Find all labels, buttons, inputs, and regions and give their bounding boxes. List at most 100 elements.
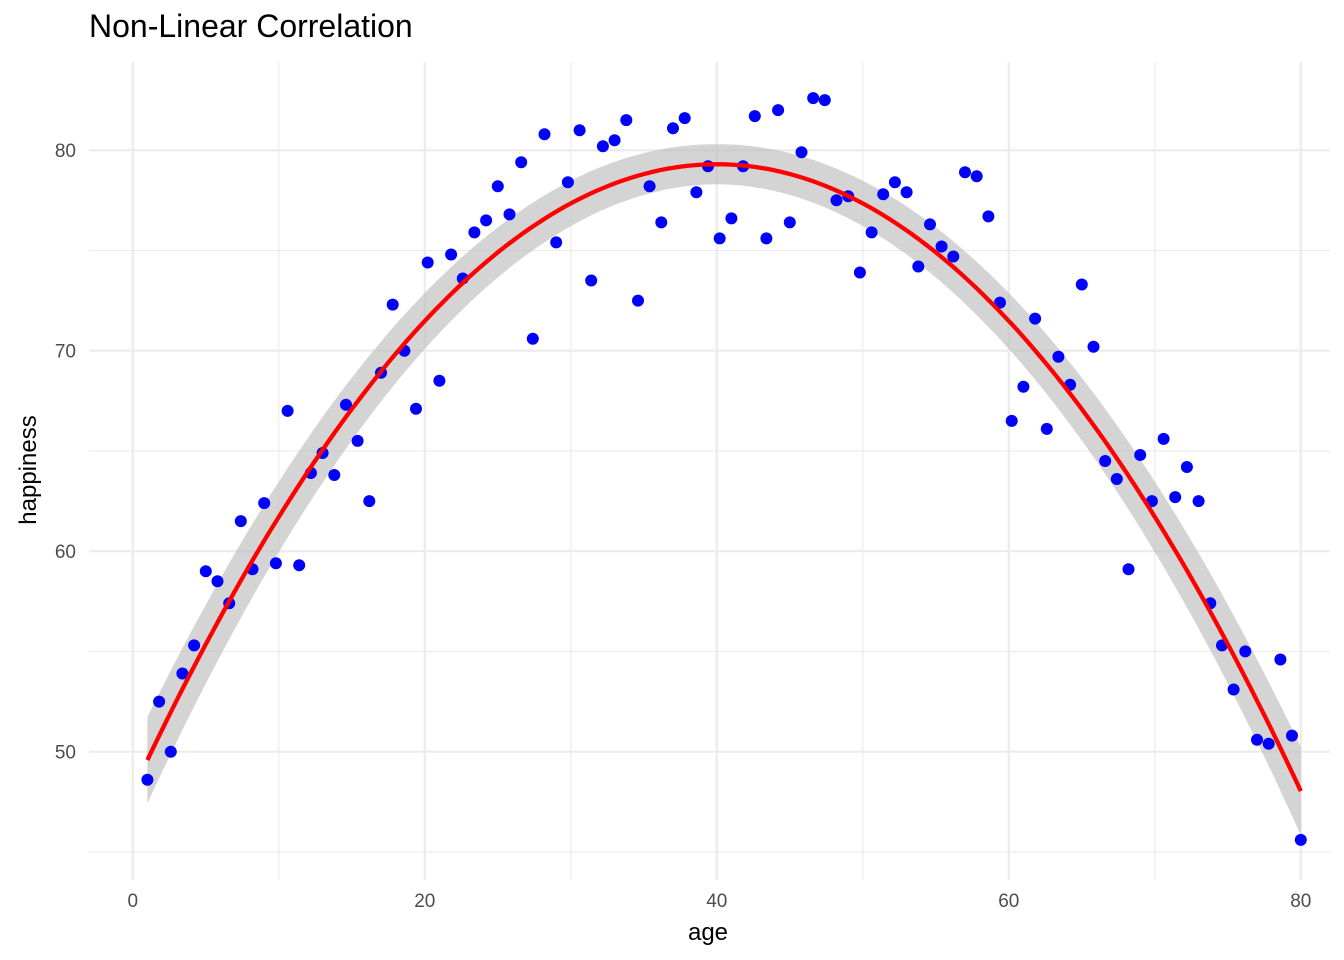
data-point bbox=[164, 745, 177, 758]
data-point bbox=[1122, 563, 1135, 576]
data-point bbox=[690, 186, 703, 199]
y-tick-label: 80 bbox=[55, 141, 76, 162]
fit-line-layer bbox=[145, 162, 1303, 793]
data-point bbox=[141, 773, 154, 786]
data-point bbox=[608, 134, 621, 147]
scatter-points bbox=[141, 92, 1307, 846]
x-tick-label: 60 bbox=[998, 891, 1019, 912]
data-point bbox=[503, 208, 516, 221]
data-point bbox=[211, 575, 224, 588]
data-point bbox=[655, 216, 668, 229]
data-point bbox=[1251, 733, 1263, 746]
data-point bbox=[1052, 350, 1065, 363]
data-point bbox=[468, 226, 481, 239]
data-point bbox=[1134, 449, 1147, 461]
data-point bbox=[888, 176, 901, 189]
data-point bbox=[783, 216, 796, 229]
data-point bbox=[1169, 491, 1182, 504]
data-point bbox=[1157, 432, 1170, 445]
data-point bbox=[445, 248, 458, 261]
data-point bbox=[912, 260, 925, 273]
data-point bbox=[924, 218, 936, 231]
data-point bbox=[935, 240, 948, 253]
major-grid bbox=[89, 62, 1330, 880]
data-point bbox=[596, 140, 609, 153]
data-point bbox=[515, 156, 528, 169]
data-point bbox=[667, 122, 679, 135]
data-point bbox=[853, 266, 866, 279]
data-point bbox=[573, 124, 586, 137]
data-point bbox=[1017, 380, 1030, 393]
x-axis-ticks: 0 20 40 60 80 bbox=[128, 891, 1312, 912]
data-point bbox=[807, 92, 820, 105]
data-point bbox=[959, 166, 971, 179]
data-point bbox=[1227, 683, 1240, 696]
data-point bbox=[1110, 473, 1123, 485]
data-point bbox=[982, 210, 995, 223]
data-point bbox=[818, 94, 831, 107]
data-point bbox=[153, 695, 166, 708]
data-point bbox=[538, 128, 551, 141]
data-point bbox=[550, 236, 563, 249]
data-point bbox=[620, 114, 633, 127]
data-point bbox=[199, 565, 212, 578]
data-point bbox=[1274, 653, 1287, 666]
data-point bbox=[433, 374, 446, 387]
data-point bbox=[351, 434, 364, 447]
y-tick-label: 50 bbox=[55, 743, 76, 764]
x-axis-title: age bbox=[688, 919, 728, 946]
data-point bbox=[526, 332, 539, 345]
data-point bbox=[900, 186, 913, 199]
data-point bbox=[293, 559, 306, 572]
data-point bbox=[1286, 729, 1298, 742]
data-point bbox=[1262, 737, 1275, 750]
data-point bbox=[1294, 833, 1307, 846]
data-point bbox=[480, 214, 493, 227]
data-point bbox=[1005, 414, 1018, 427]
data-point bbox=[772, 104, 785, 117]
x-tick-label: 0 bbox=[128, 891, 139, 912]
confidence-band bbox=[147, 144, 1301, 836]
data-point bbox=[1029, 312, 1042, 325]
data-point bbox=[1099, 455, 1112, 467]
data-point bbox=[328, 469, 341, 481]
data-point bbox=[1239, 645, 1252, 658]
data-point bbox=[1040, 422, 1053, 435]
data-point bbox=[410, 402, 422, 415]
data-point bbox=[643, 180, 656, 193]
data-point bbox=[877, 188, 890, 201]
data-point bbox=[585, 274, 598, 287]
x-tick-label: 20 bbox=[414, 891, 435, 912]
data-point bbox=[947, 250, 960, 263]
data-point bbox=[258, 497, 271, 510]
data-point bbox=[421, 256, 434, 269]
data-point bbox=[1180, 461, 1193, 473]
data-point bbox=[760, 232, 773, 245]
y-tick-label: 70 bbox=[55, 342, 76, 363]
data-point bbox=[340, 398, 352, 411]
data-point bbox=[632, 294, 644, 307]
data-point bbox=[725, 212, 738, 225]
data-point bbox=[1192, 495, 1205, 508]
data-point bbox=[795, 146, 808, 159]
y-axis-ticks: 50 60 70 80 bbox=[55, 141, 76, 763]
data-point bbox=[748, 110, 761, 123]
data-point bbox=[970, 170, 983, 183]
data-point bbox=[678, 112, 691, 125]
data-point bbox=[830, 194, 843, 207]
data-point bbox=[234, 515, 247, 528]
data-point bbox=[1087, 340, 1100, 353]
data-point bbox=[491, 180, 504, 193]
x-tick-label: 40 bbox=[706, 891, 727, 912]
data-point bbox=[865, 226, 878, 239]
data-point bbox=[713, 232, 726, 245]
data-point bbox=[176, 667, 189, 680]
data-point bbox=[561, 176, 574, 189]
x-tick-label: 80 bbox=[1290, 891, 1311, 912]
data-point bbox=[1075, 278, 1088, 291]
fit-line bbox=[145, 162, 1303, 793]
data-point bbox=[386, 298, 399, 311]
data-point bbox=[188, 639, 201, 652]
y-axis-title: happiness bbox=[15, 415, 42, 524]
y-tick-label: 60 bbox=[55, 542, 76, 563]
